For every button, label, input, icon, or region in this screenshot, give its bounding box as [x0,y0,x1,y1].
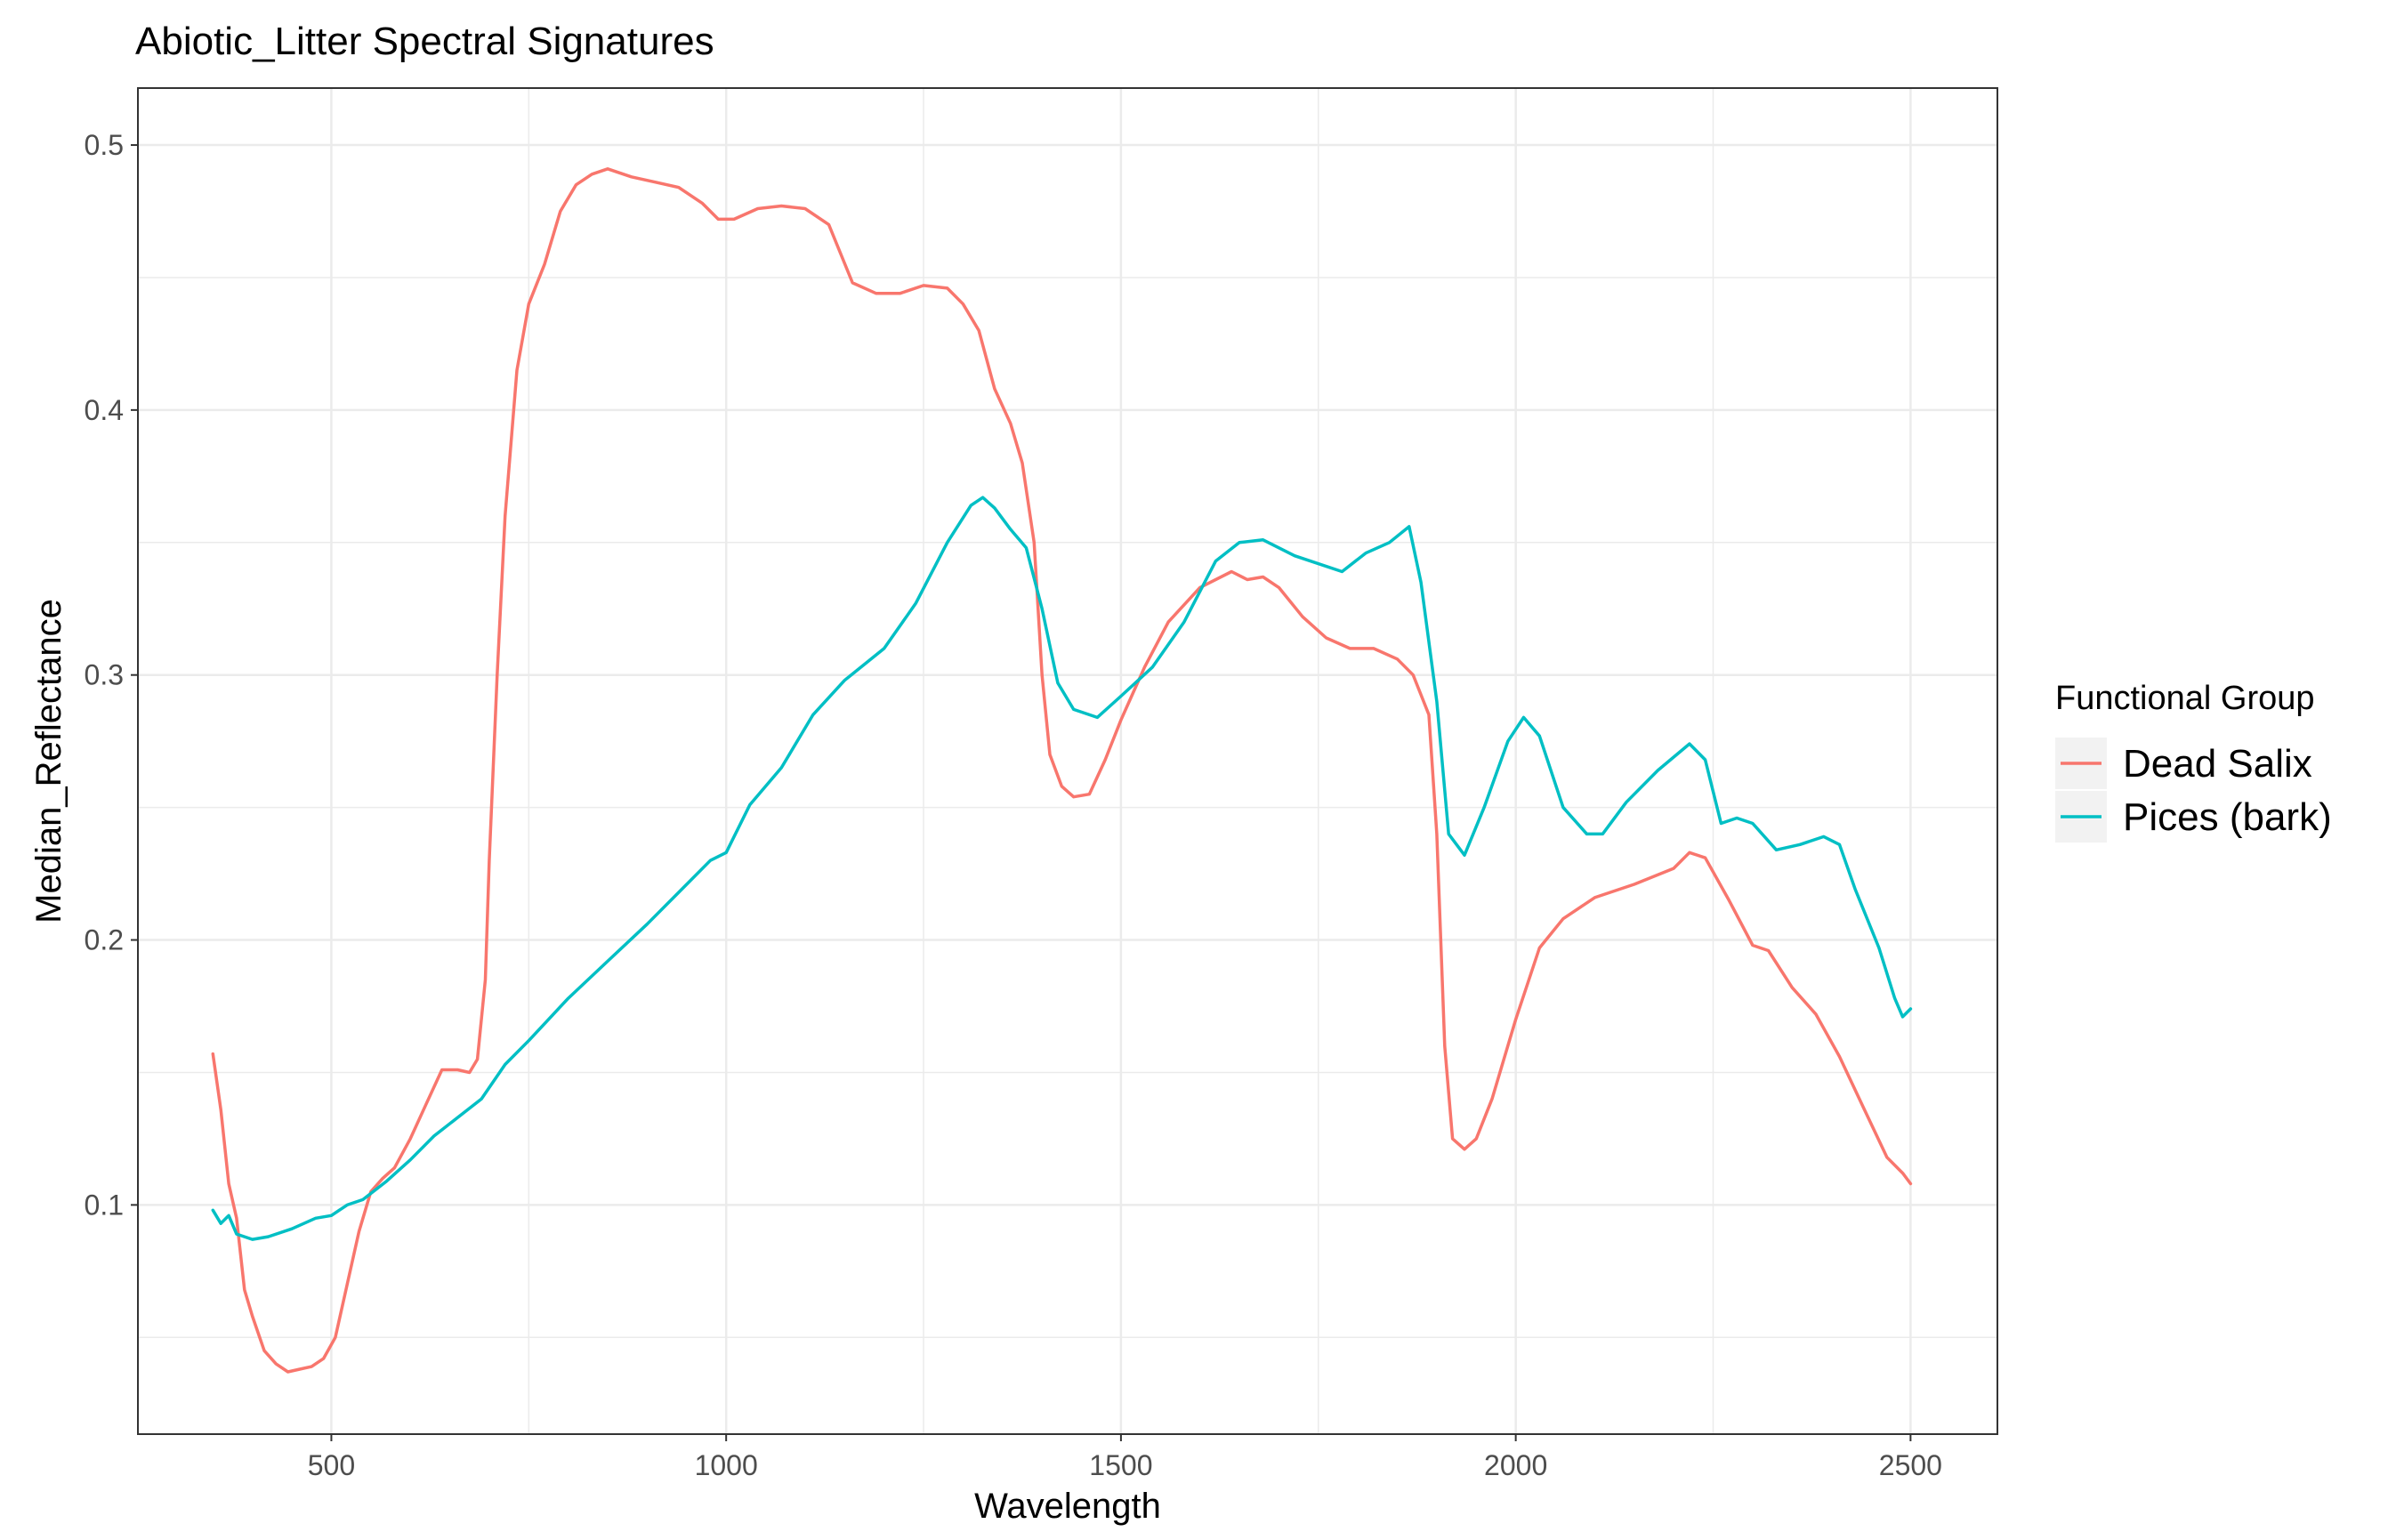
y-axis-title: Median_Reflectance [29,599,69,923]
series-layer [211,167,1913,1374]
chart-title: Abiotic_Litter Spectral Signatures [135,20,714,63]
series-line-1 [211,496,1913,1241]
y-tick-label: 0.2 [85,924,124,956]
y-axis: 0.1 0.2 0.3 0.4 0.5 [85,129,138,1221]
y-tick-label: 0.5 [85,129,124,161]
x-tick-label: 1500 [1089,1449,1152,1481]
y-tick-label: 0.4 [85,394,124,426]
x-tick-label: 1000 [695,1449,758,1481]
major-gridlines [138,88,1997,1434]
x-axis-title: Wavelength [974,1487,1161,1526]
minor-gridlines [138,88,1997,1434]
plot-panel [138,88,1997,1434]
x-axis: 500 1000 1500 2000 2500 [308,1434,1942,1481]
legend-label: Pices (bark) [2123,795,2332,839]
panel-border [137,87,1998,1435]
legend: Functional Group Dead Salix Pices (bark) [2055,680,2332,843]
x-tick-label: 500 [308,1449,355,1481]
series-line-0 [211,167,1913,1374]
x-tick-label: 2500 [1879,1449,1942,1481]
legend-title: Functional Group [2055,680,2315,717]
panel-background [138,88,1997,1434]
x-tick-label: 2000 [1484,1449,1547,1481]
legend-label: Dead Salix [2123,742,2312,786]
y-tick-label: 0.1 [85,1189,124,1221]
y-tick-label: 0.3 [85,659,124,691]
